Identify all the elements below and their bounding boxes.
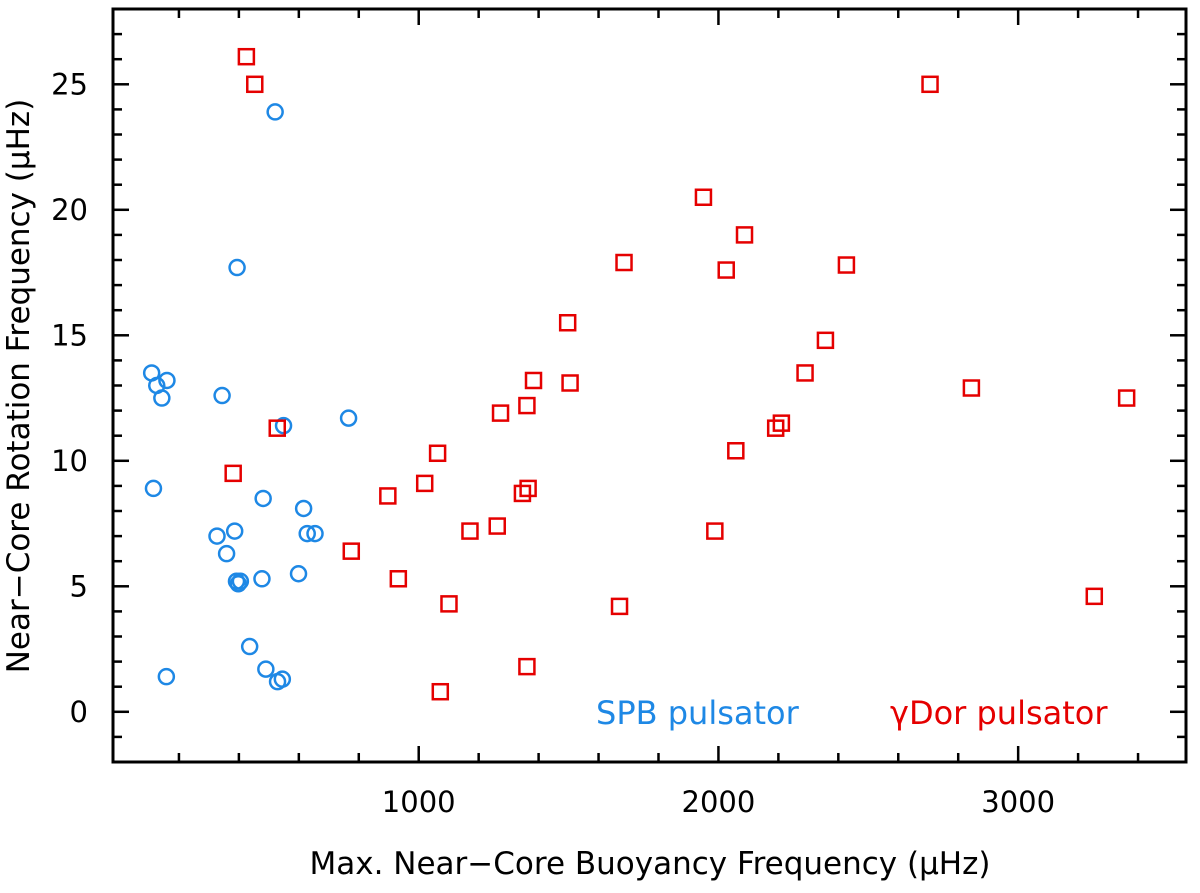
gamma-dor-point xyxy=(735,226,754,244)
gamma-dor-point xyxy=(717,261,735,279)
gamma-dor-point xyxy=(268,419,286,437)
spb-point xyxy=(208,527,226,545)
gamma-dor-point xyxy=(519,479,537,498)
plot-frame xyxy=(111,7,1188,764)
spb-point xyxy=(225,522,244,540)
gamma-dor-point xyxy=(558,314,577,332)
gamma-dor-point xyxy=(1085,587,1104,606)
y-tick-label: 10 xyxy=(51,444,88,478)
spb-point xyxy=(266,103,284,121)
spb-point xyxy=(144,479,163,498)
gamma-dor-point xyxy=(379,487,397,505)
gamma-dor-point xyxy=(428,444,447,463)
x-tick-label: 2000 xyxy=(682,785,756,819)
gamma-dor-point xyxy=(837,256,856,274)
gamma-dor-point xyxy=(246,75,264,94)
data-points xyxy=(142,47,1136,701)
spb-point xyxy=(339,409,358,427)
gamma-dor-point xyxy=(772,414,791,432)
gamma-dor-point xyxy=(431,682,450,701)
spb-point xyxy=(158,371,176,390)
spb-point xyxy=(257,660,275,678)
gamma-dor-point xyxy=(796,364,814,382)
spb-point xyxy=(228,258,246,277)
gamma-dor-point xyxy=(491,404,510,422)
spb-point xyxy=(254,489,272,508)
legend-gammador-label: γDor pulsator xyxy=(890,694,1108,732)
gamma-dor-point xyxy=(237,47,256,66)
gamma-dor-point xyxy=(224,464,242,483)
gamma-dor-point xyxy=(1117,389,1136,407)
gamma-dor-point xyxy=(610,597,629,616)
gamma-dor-point xyxy=(440,595,458,613)
spb-point xyxy=(157,667,176,686)
gamma-dor-point xyxy=(488,517,506,535)
gamma-dor-point xyxy=(342,542,361,560)
y-tick-label: 15 xyxy=(51,318,88,352)
gamma-dor-point xyxy=(816,331,835,350)
spb-point xyxy=(240,637,259,656)
x-tick-label: 3000 xyxy=(981,785,1055,819)
spb-point xyxy=(229,575,248,593)
gamma-dor-point xyxy=(461,522,479,540)
gamma-dor-point xyxy=(389,570,408,588)
spb-point xyxy=(213,386,231,405)
gamma-dor-point xyxy=(694,188,713,206)
gamma-dor-point xyxy=(513,484,532,503)
gamma-dor-point xyxy=(518,657,536,676)
y-axis-title: Near−Core Rotation Frequency (μHz) xyxy=(1,99,37,674)
y-tick-label: 25 xyxy=(51,67,88,101)
spb-point xyxy=(289,565,308,583)
gamma-dor-point xyxy=(524,371,543,390)
legend-spb-label: SPB pulsator xyxy=(596,694,800,732)
gamma-dor-point xyxy=(518,396,536,415)
gamma-dor-point xyxy=(766,419,785,437)
spb-point xyxy=(306,524,324,543)
y-tick-label: 20 xyxy=(51,193,88,227)
spb-point xyxy=(153,389,171,407)
gamma-dor-point xyxy=(415,474,434,493)
x-tick-label: 1000 xyxy=(382,785,456,819)
gamma-dor-point xyxy=(706,522,724,540)
spb-point xyxy=(273,670,292,688)
gamma-dor-point xyxy=(561,374,579,392)
gamma-dor-point xyxy=(921,75,939,94)
gamma-dor-point xyxy=(962,379,981,397)
tick-labels: 1000 2000 3000 0 5 10 15 20 25 xyxy=(51,67,1055,819)
y-tick-label: 0 xyxy=(70,695,88,729)
gamma-dor-point xyxy=(727,442,745,460)
x-axis-title: Max. Near−Core Buoyancy Frequency (μHz) xyxy=(310,846,991,882)
spb-point xyxy=(253,570,271,588)
spb-point xyxy=(294,499,313,518)
gamma-dor-point xyxy=(615,253,633,272)
axis-ticks xyxy=(113,9,1186,762)
y-tick-label: 5 xyxy=(70,569,88,603)
spb-point xyxy=(231,572,250,591)
spb-point xyxy=(298,524,316,543)
spb-point xyxy=(217,544,236,563)
